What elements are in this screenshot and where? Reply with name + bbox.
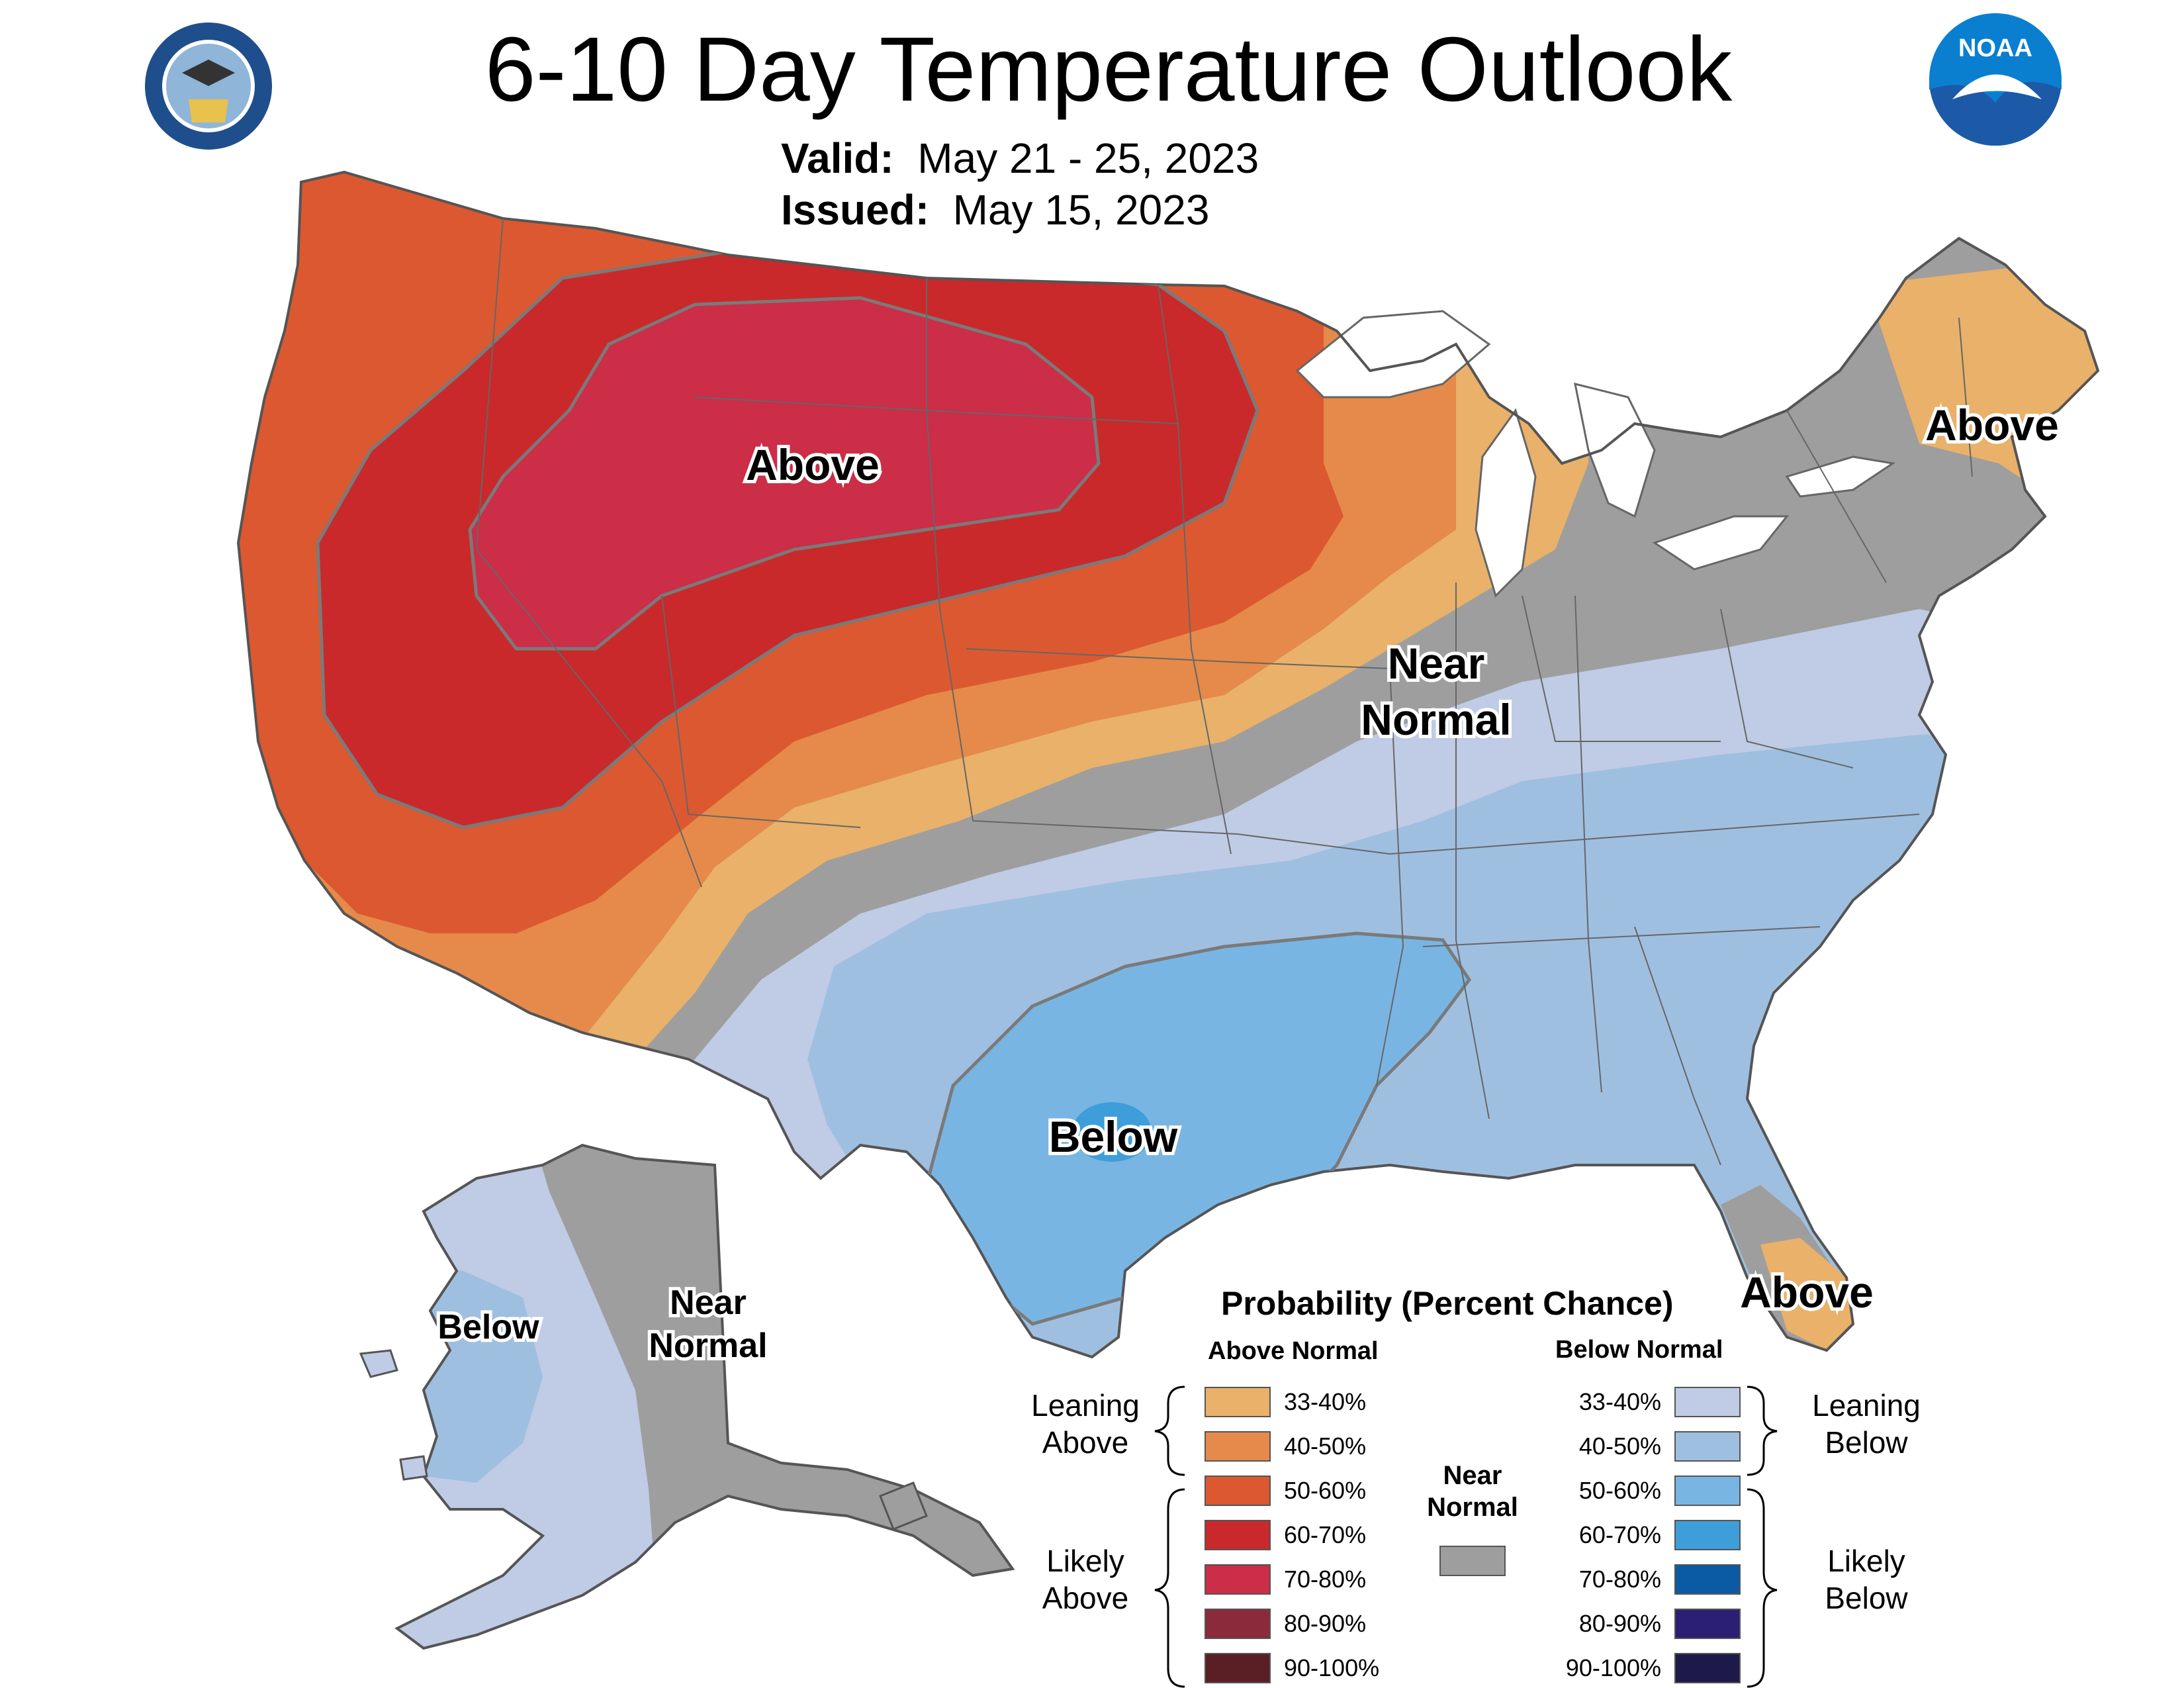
above-range-label: 90-100%	[1284, 1654, 1380, 1681]
label-florida-above: Above	[1740, 1268, 1874, 1317]
brace-likely-above	[1154, 1488, 1185, 1688]
below-range-label: 80-90%	[1578, 1610, 1661, 1637]
legend-leaning-below-line2: Below	[1825, 1425, 1908, 1460]
legend-likely-above-line2: Above	[1042, 1581, 1129, 1615]
above-swatch	[1205, 1609, 1271, 1639]
brace-likely-below	[1747, 1488, 1778, 1688]
label-near-normal-line2: Normal	[1361, 695, 1511, 744]
above-swatch	[1205, 1431, 1271, 1462]
above-range-label: 40-50%	[1284, 1432, 1367, 1460]
legend-leaning-above-line2: Above	[1042, 1425, 1129, 1460]
noaa-logo-text: NOAA	[1958, 34, 2032, 62]
great-lakes	[1295, 310, 1895, 598]
above-range-label: 80-90%	[1284, 1610, 1367, 1637]
legend-above-header: Above Normal	[1208, 1337, 1379, 1365]
issued-value: May 15, 2023	[952, 186, 1210, 234]
brace-leaning-below	[1747, 1385, 1778, 1476]
legend-near-normal-label: Near Normal	[1416, 1460, 1529, 1523]
valid-value: May 21 - 25, 2023	[917, 134, 1259, 182]
legend-leaning-below-line1: Leaning	[1812, 1388, 1921, 1423]
issued-label: Issued:	[781, 186, 930, 234]
legend-below-header: Below Normal	[1555, 1336, 1723, 1364]
legend-likely-below-line1: Likely	[1827, 1544, 1905, 1578]
valid-label: Valid:	[781, 134, 894, 182]
label-near-normal-line1: Near	[1388, 639, 1485, 688]
legend-leaning-above-label: Leaning Above	[1013, 1387, 1158, 1461]
brace-leaning-above	[1154, 1385, 1185, 1476]
below-range-label: 60-70%	[1578, 1521, 1661, 1548]
below-swatch	[1674, 1520, 1741, 1550]
below-swatch	[1674, 1431, 1741, 1462]
label-alaska-near-line2: Normal	[649, 1327, 767, 1365]
above-swatch	[1205, 1476, 1271, 1506]
noaa-logo: NOAA	[1926, 10, 2065, 149]
below-range-label: 90-100%	[1565, 1654, 1661, 1681]
below-swatch	[1674, 1564, 1741, 1595]
legend-likely-above-label: Likely Above	[1013, 1542, 1158, 1617]
legend-leaning-below-label: Leaning Below	[1794, 1387, 1939, 1461]
below-swatch	[1674, 1653, 1741, 1683]
below-range-label: 70-80%	[1578, 1566, 1661, 1593]
above-swatch	[1205, 1520, 1271, 1550]
commerce-seal-logo	[142, 20, 275, 152]
issued-row: Issued: May 15, 2023	[781, 184, 1259, 236]
legend-title: Probability (Percent Chance)	[1221, 1285, 1674, 1322]
above-range-label: 50-60%	[1284, 1477, 1367, 1504]
label-alaska-near-line1: Near	[670, 1284, 747, 1322]
page-title: 6-10 Day Temperature Outlook	[484, 19, 1733, 120]
legend-near-normal-swatch	[1439, 1546, 1506, 1576]
above-swatch	[1205, 1387, 1271, 1417]
above-swatch	[1205, 1653, 1271, 1683]
label-northeast-above: Above	[1925, 400, 2059, 449]
legend-likely-above-line1: Likely	[1046, 1544, 1124, 1578]
label-west-above: Above	[746, 440, 880, 489]
above-swatch	[1205, 1564, 1271, 1595]
legend-likely-below-label: Likely Below	[1794, 1542, 1939, 1617]
legend-leaning-above-line1: Leaning	[1031, 1388, 1140, 1423]
legend-near-normal-line2: Normal	[1427, 1493, 1518, 1522]
legend-likely-below-line2: Below	[1825, 1581, 1908, 1615]
below-range-label: 40-50%	[1578, 1432, 1661, 1460]
label-south-below: Below	[1049, 1112, 1178, 1161]
label-alaska-below: Below	[437, 1308, 539, 1346]
valid-row: Valid: May 21 - 25, 2023	[781, 132, 1259, 184]
below-swatch	[1674, 1609, 1741, 1639]
legend-near-normal-line1: Near	[1443, 1461, 1502, 1490]
below-swatch	[1674, 1387, 1741, 1417]
valid-issued-block: Valid: May 21 - 25, 2023 Issued: May 15,…	[781, 132, 1259, 236]
below-range-label: 50-60%	[1578, 1477, 1661, 1504]
above-range-label: 60-70%	[1284, 1521, 1367, 1548]
above-range-label: 33-40%	[1284, 1388, 1367, 1415]
above-range-label: 70-80%	[1284, 1566, 1367, 1593]
below-swatch	[1674, 1476, 1741, 1506]
below-range-label: 33-40%	[1578, 1388, 1661, 1415]
